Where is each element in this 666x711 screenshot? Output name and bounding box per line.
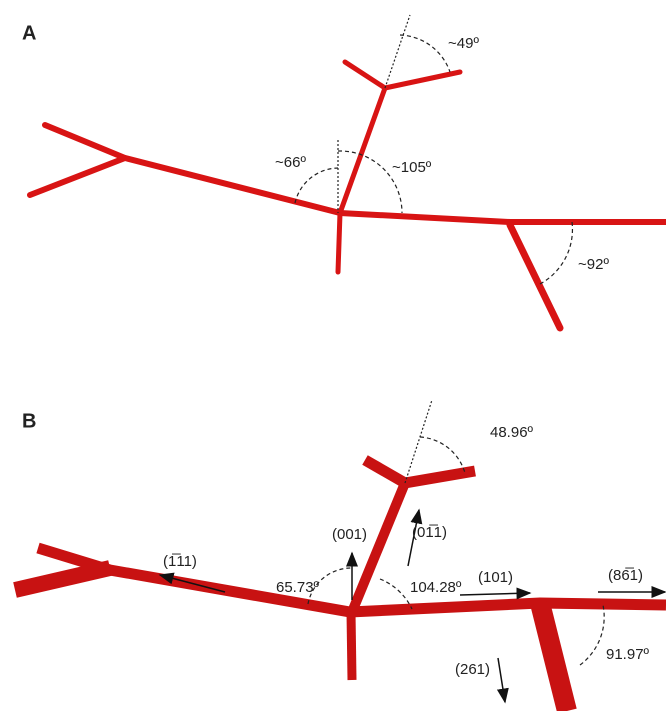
angle-label: ~66º (275, 154, 306, 171)
angle-label: ~92º (578, 256, 609, 273)
angle-guides-a (294, 14, 574, 285)
angle-label: ~49º (448, 35, 479, 52)
panel-label: B (22, 410, 36, 432)
direction-label: (1̅11) (163, 553, 197, 570)
angle-label: 91.97º (606, 646, 650, 663)
direction-label: (261) (455, 661, 490, 678)
direction-label: (01̅1) (412, 524, 447, 541)
angle-label: ~105º (392, 159, 432, 176)
direction-label: (101) (478, 569, 513, 586)
direction-label: (86̅1) (608, 567, 643, 584)
direction-arrows (158, 508, 666, 704)
angle-guides-b (307, 399, 605, 666)
angle-label: 65.73º (276, 579, 320, 596)
angle-label: 48.96º (490, 424, 534, 441)
branches-a (27, 59, 666, 332)
panel-label: A (22, 22, 36, 44)
direction-label: (001) (332, 526, 367, 543)
branches-b (13, 455, 666, 711)
angle-label: 104.28º (410, 579, 462, 596)
